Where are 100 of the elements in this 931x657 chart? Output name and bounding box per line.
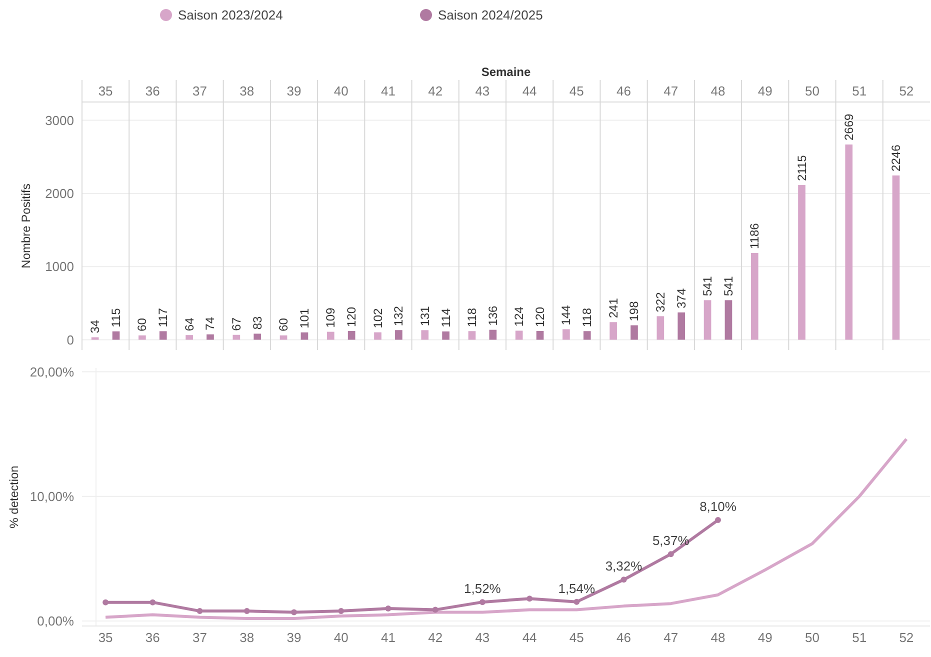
point [620,576,627,583]
data-label: 541 [700,276,715,296]
bar [630,325,638,340]
data-label: 241 [606,298,620,318]
point [338,608,344,614]
x-tick-label: 38 [240,84,254,99]
data-label: 136 [486,305,500,326]
data-label: 8,10% [700,499,737,514]
bar [536,330,544,340]
x-tick-label: 36 [145,630,160,645]
x-tick-label: 38 [240,630,254,645]
bar [186,335,193,340]
point [668,551,674,558]
x-tick-label: 50 [804,84,820,99]
data-label: 34 [88,320,102,334]
bar [798,185,806,340]
point [244,608,250,614]
data-label: 541 [721,276,736,296]
data-label: 83 [250,316,264,330]
point [385,606,392,612]
bar [656,316,664,340]
x-tick-label: 47 [664,84,678,99]
bar [159,331,167,340]
data-label: 67 [229,317,244,331]
data-label: 115 [109,308,124,328]
data-label: 2115 [794,154,809,182]
bar [300,332,308,340]
bar [421,330,429,340]
data-label: 132 [392,306,406,326]
bar [468,331,476,340]
data-label: 198 [627,300,642,322]
legend-label: Saison 2024/2025 [438,8,543,23]
x-tick-label: 51 [852,84,867,99]
bar [750,252,758,340]
bar [280,335,288,340]
bar [610,322,617,340]
x-tick-label: 40 [334,84,348,99]
y-tick-label: 1000 [45,259,74,274]
data-label: 5,37% [652,533,690,548]
data-label: 114 [438,308,453,328]
bar [724,300,732,340]
bar [562,329,570,340]
line-series [104,438,908,620]
x-tick-label: 39 [286,630,302,645]
data-label: 120 [344,306,359,327]
x-tick-label: 52 [899,630,914,645]
data-label: 322 [653,292,668,312]
data-label: 74 [203,316,218,330]
data-label: 118 [464,308,479,328]
y-tick-label: 0 [66,332,74,348]
data-label: 102 [370,308,385,328]
y-tick-label: 10,00% [30,488,74,504]
point [715,517,721,524]
x-tick-label: 48 [710,630,726,645]
x-tick-label: 36 [145,84,160,99]
data-label: 117 [156,308,170,328]
x-tick-label: 35 [98,630,113,645]
data-label: 118 [580,308,594,328]
bar [678,312,686,340]
x-tick-label: 49 [758,630,772,645]
data-label: 124 [512,306,526,327]
x-tick-label: 45 [569,630,584,645]
x-tick-label: 44 [522,630,537,645]
data-label: 1186 [748,222,762,249]
data-label: 64 [182,317,196,332]
x-tick-label: 42 [428,630,443,645]
point [574,598,580,605]
bar [91,337,99,340]
x-tick-label: 42 [428,84,443,99]
bar [892,175,900,340]
x-axis-title: Semaine [481,65,532,79]
data-label: 60 [135,318,150,332]
point [196,608,203,614]
bar [515,330,523,340]
point [432,606,438,613]
x-tick-label: 37 [192,630,208,645]
bar [206,334,214,340]
x-tick-label: 41 [380,630,396,645]
data-label: 2246 [888,144,903,172]
x-tick-label: 37 [192,84,208,99]
x-tick-label: 39 [286,84,302,99]
data-label: 1,52% [464,581,502,596]
bar [845,144,853,340]
y-tick-label: 20,00% [30,364,74,380]
x-tick-label: 52 [899,84,914,99]
y-tick-label: 2000 [45,186,74,201]
x-tick-label: 49 [758,84,772,99]
bar [442,331,450,340]
y-tick-label: 3000 [45,112,74,128]
x-tick-label: 45 [569,84,584,99]
data-label: 1,54% [558,580,596,596]
y-axis-title: % detection [7,466,21,528]
data-label: 120 [533,306,548,327]
x-tick-label: 41 [380,84,396,99]
point [150,599,156,606]
bar [489,330,497,340]
bar [395,330,402,340]
bar [326,332,334,340]
y-tick-label: 0,00% [37,614,74,629]
x-tick-label: 47 [664,630,678,645]
